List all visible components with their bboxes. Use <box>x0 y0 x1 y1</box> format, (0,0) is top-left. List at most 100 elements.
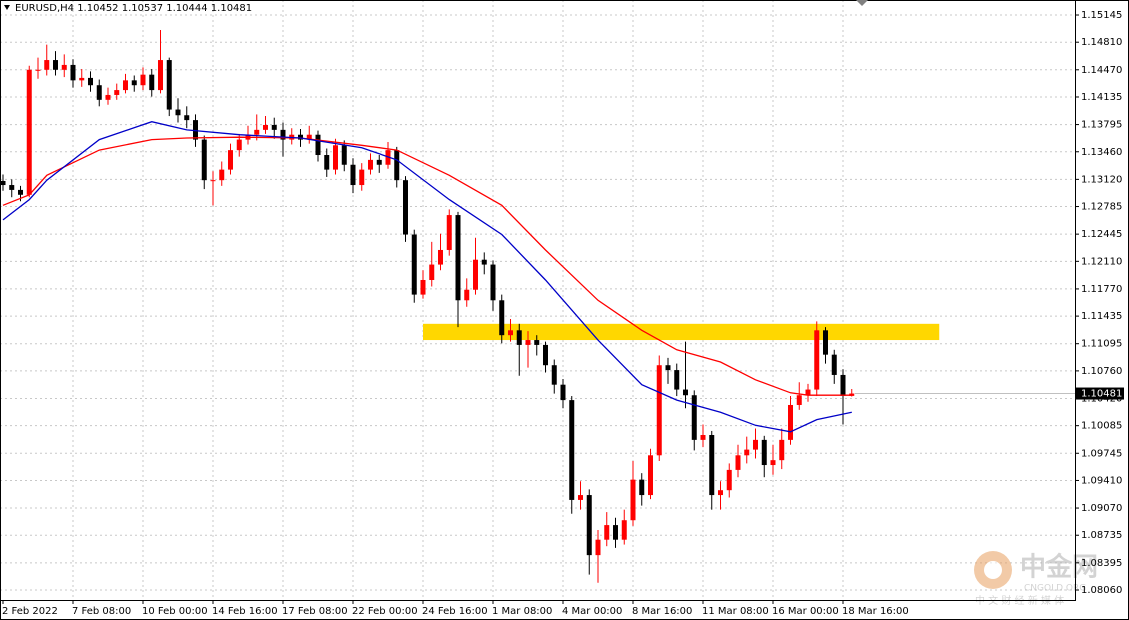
candle-body <box>403 180 408 235</box>
candle-body <box>823 330 828 355</box>
candle-body <box>210 180 216 182</box>
y-tick-label: 1.09070 <box>1081 503 1122 514</box>
candle-body <box>481 259 487 265</box>
candle-body <box>18 189 23 195</box>
candle-body <box>455 215 461 301</box>
moving-average <box>2 121 852 433</box>
candle-body <box>123 80 128 91</box>
y-tick-label: 1.11435 <box>1081 311 1122 322</box>
candle-body <box>88 77 93 86</box>
candle-body <box>753 439 758 450</box>
candle-body <box>595 539 601 556</box>
candle-body <box>560 384 566 401</box>
candle-body <box>131 80 137 86</box>
y-tick-label: 1.13460 <box>1081 147 1122 158</box>
y-tick-label: 1.14135 <box>1081 92 1122 103</box>
y-tick-label: 1.09745 <box>1081 448 1122 459</box>
y-tick-label: 1.08735 <box>1081 530 1122 541</box>
candle-body <box>604 525 610 540</box>
candle-body <box>254 129 260 135</box>
candle-body <box>376 159 382 165</box>
candle-body <box>464 289 470 301</box>
symbol-icon <box>4 5 10 10</box>
grid <box>0 0 1075 600</box>
y-tick-label: 1.13120 <box>1081 174 1122 185</box>
candle-body <box>315 134 321 156</box>
candle-body <box>114 90 120 95</box>
candle-body <box>525 340 531 345</box>
candle-body <box>683 389 688 396</box>
candle-body <box>796 395 802 405</box>
candle-body <box>630 479 636 521</box>
candle-body <box>490 264 496 301</box>
x-tick-label: 14 Feb 16:00 <box>212 606 278 617</box>
candle-body <box>831 354 837 375</box>
candle-body <box>411 234 417 295</box>
y-tick-label: 1.10760 <box>1081 366 1122 377</box>
x-tick-label: 18 Mar 16:00 <box>842 606 909 617</box>
candle-body <box>236 139 242 151</box>
candle-body <box>53 60 58 70</box>
candle-body <box>219 169 225 181</box>
y-tick-label: 1.09410 <box>1081 475 1122 486</box>
candle-body <box>438 249 443 265</box>
candle-body <box>280 129 286 140</box>
candle-body <box>166 60 172 110</box>
y-tick-label: 1.12110 <box>1081 256 1122 267</box>
candle-body <box>306 134 312 140</box>
candle-body <box>473 259 478 290</box>
candle-body <box>534 340 540 345</box>
watermark-name: 中金网 <box>1020 552 1098 583</box>
candle-body <box>263 124 268 130</box>
watermark-domain: CNGOLD.ORG <box>1024 584 1086 594</box>
candle-body <box>709 435 715 496</box>
candle-body <box>805 389 811 396</box>
candle-body <box>149 74 155 91</box>
y-tick-label: 1.12445 <box>1081 229 1122 240</box>
x-tick-label: 4 Mar 00:00 <box>562 606 622 617</box>
watermark-logo-inner <box>984 561 1002 579</box>
candle-body <box>193 120 198 140</box>
candle-body <box>175 109 181 116</box>
candle-body <box>639 479 645 496</box>
candle-body <box>0 180 6 186</box>
candle-body <box>691 395 697 440</box>
candle-body <box>840 374 846 396</box>
candle-body <box>569 400 575 500</box>
candle-body <box>621 520 627 540</box>
x-tick-label: 1 Mar 08:00 <box>492 606 552 617</box>
y-tick-label: 1.13795 <box>1081 120 1122 131</box>
x-tick-label: 8 Mar 16:00 <box>632 606 692 617</box>
y-tick-label: 1.12785 <box>1081 202 1122 213</box>
candle-body <box>350 164 356 186</box>
candle-body <box>44 60 50 70</box>
x-tick-label: 17 Feb 08:00 <box>282 606 348 617</box>
candle-body <box>700 435 706 440</box>
candle-body <box>105 94 111 100</box>
candle-body <box>228 150 233 170</box>
y-tick-label: 1.08395 <box>1081 558 1122 569</box>
resistance-zone <box>423 323 940 341</box>
candle-body <box>814 330 820 390</box>
candle-body <box>656 365 662 456</box>
x-tick-label: 16 Mar 00:00 <box>772 606 839 617</box>
axes: 1.15145 1.14810 1.14470 1.14135 1.13795 1.134… <box>2 10 1124 617</box>
chart-title: EURUSD,H4 1.10452 1.10537 1.10444 1.1048… <box>15 3 252 14</box>
y-tick-label: 1.15145 <box>1081 10 1122 21</box>
candle-body <box>551 365 557 385</box>
candle-body <box>420 279 426 295</box>
candle-body <box>70 64 76 81</box>
candle-body <box>761 439 767 466</box>
overlays <box>2 121 852 433</box>
candle-body <box>744 449 750 456</box>
candle-body <box>665 365 671 371</box>
candle-body <box>324 155 330 170</box>
last-price-box <box>1076 387 1124 400</box>
candle-body <box>499 300 505 336</box>
candle-body <box>648 455 653 496</box>
candle-body <box>271 124 277 130</box>
candle-body <box>718 490 723 496</box>
candle-body <box>96 85 102 100</box>
